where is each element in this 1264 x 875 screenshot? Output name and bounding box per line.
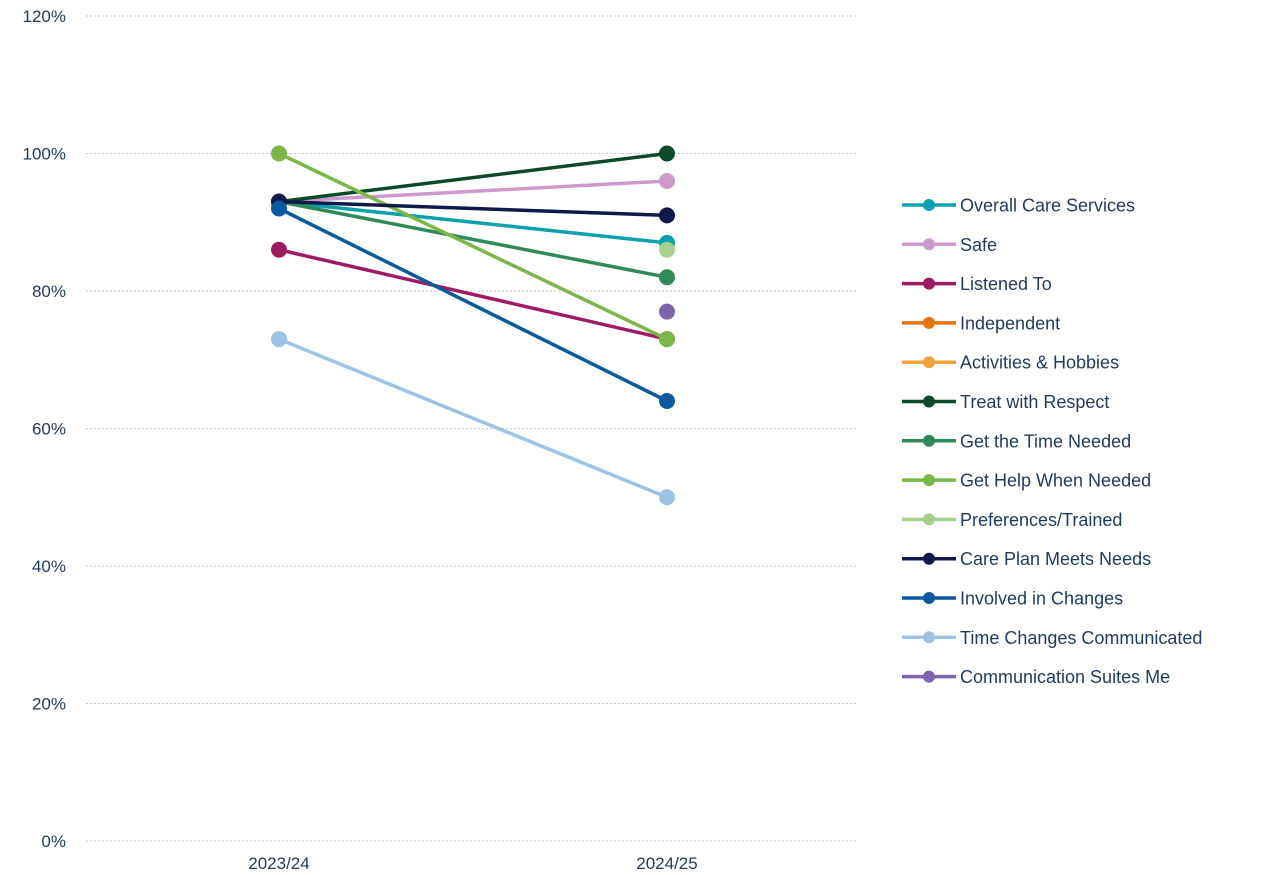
y-axis-tick-labels: 0% 20% 40% 60% 80% 100% 120% bbox=[23, 7, 66, 851]
legend-label: Involved in Changes bbox=[960, 589, 1123, 609]
series-line-safe bbox=[278, 179, 668, 204]
legend-marker bbox=[923, 356, 935, 369]
legend-item-time-changes-communicated: Time Changes Communicated bbox=[902, 628, 1202, 648]
legend-marker bbox=[923, 238, 935, 251]
legend-item-activities-hobbies: Activities & Hobbies bbox=[902, 353, 1119, 373]
y-tick-label: 20% bbox=[32, 695, 66, 714]
legend-marker bbox=[923, 434, 935, 447]
legend-label: Get the Time Needed bbox=[960, 431, 1131, 451]
data-point-get-the-time-needed-1 bbox=[659, 269, 675, 286]
legend-marker bbox=[923, 670, 935, 683]
legend-label: Preferences/Trained bbox=[960, 510, 1122, 530]
data-point-treat-with-respect-1 bbox=[659, 145, 675, 162]
legend: Overall Care Services Safe Listened To Inde… bbox=[902, 196, 1202, 687]
series-lines bbox=[278, 151, 668, 499]
y-gridlines bbox=[86, 15, 858, 842]
series-line-get-the-time-needed bbox=[278, 199, 668, 279]
series-line-care-plan-meets-needs bbox=[278, 199, 668, 218]
series-line-listened-to bbox=[278, 248, 668, 341]
y-tick-label: 60% bbox=[32, 420, 66, 439]
x-tick-label: 2023/24 bbox=[248, 854, 309, 873]
y-tick-label: 40% bbox=[32, 557, 66, 576]
data-point-communication-suites-me-1 bbox=[659, 303, 675, 320]
legend-label: Treat with Respect bbox=[960, 392, 1109, 412]
legend-item-get-help-when-needed: Get Help When Needed bbox=[902, 471, 1151, 491]
legend-label: Communication Suites Me bbox=[960, 667, 1170, 687]
legend-marker bbox=[923, 277, 935, 290]
legend-marker bbox=[923, 199, 935, 211]
x-tick-label: 2024/25 bbox=[636, 854, 697, 873]
legend-item-involved-in-changes: Involved in Changes bbox=[902, 589, 1123, 609]
legend-label: Listened To bbox=[960, 274, 1052, 294]
series-line-overall-care-services bbox=[278, 199, 668, 245]
data-point-get-help-when-needed-0 bbox=[271, 145, 287, 162]
data-point-care-plan-meets-needs-1 bbox=[659, 207, 675, 224]
data-point-preferences-trained-1 bbox=[659, 241, 675, 258]
legend-marker bbox=[923, 513, 935, 526]
y-tick-label: 0% bbox=[41, 832, 66, 851]
data-point-involved-in-changes-0 bbox=[271, 200, 287, 217]
legend-item-overall-care-services: Overall Care Services bbox=[902, 196, 1135, 216]
legend-marker bbox=[923, 631, 935, 644]
legend-label: Independent bbox=[960, 313, 1060, 333]
series-points bbox=[271, 145, 675, 506]
legend-item-treat-with-respect: Treat with Respect bbox=[902, 392, 1109, 412]
legend-item-communication-suites-me: Communication Suites Me bbox=[902, 667, 1170, 687]
legend-label: Safe bbox=[960, 235, 997, 255]
y-tick-label: 120% bbox=[23, 7, 66, 26]
legend-label: Activities & Hobbies bbox=[960, 353, 1119, 373]
data-point-involved-in-changes-1 bbox=[659, 393, 675, 409]
legend-label: Time Changes Communicated bbox=[960, 628, 1202, 648]
legend-item-get-the-time-needed: Get the Time Needed bbox=[902, 431, 1131, 451]
legend-marker bbox=[923, 474, 935, 487]
series-line-get-help-when-needed bbox=[278, 151, 668, 341]
data-point-time-changes-communicated-0 bbox=[271, 331, 287, 348]
legend-label: Get Help When Needed bbox=[960, 471, 1151, 491]
legend-marker bbox=[923, 552, 935, 565]
y-tick-label: 80% bbox=[32, 282, 66, 301]
legend-item-listened-to: Listened To bbox=[902, 274, 1052, 294]
series-line-involved-in-changes bbox=[278, 206, 668, 403]
legend-label: Overall Care Services bbox=[960, 196, 1135, 216]
data-point-get-help-when-needed-1 bbox=[659, 331, 675, 348]
legend-marker bbox=[923, 395, 935, 408]
legend-label: Care Plan Meets Needs bbox=[960, 549, 1151, 569]
series-line-time-changes-communicated bbox=[278, 337, 668, 499]
legend-marker bbox=[923, 316, 935, 329]
legend-item-safe: Safe bbox=[902, 235, 997, 255]
data-point-time-changes-communicated-1 bbox=[659, 489, 675, 506]
y-tick-label: 100% bbox=[23, 145, 66, 164]
legend-item-independent: Independent bbox=[902, 313, 1060, 333]
legend-marker bbox=[923, 592, 935, 604]
x-axis-tick-labels: 2023/24 2024/25 bbox=[248, 854, 697, 873]
legend-item-care-plan-meets-needs: Care Plan Meets Needs bbox=[902, 549, 1151, 569]
series-line-treat-with-respect bbox=[278, 151, 668, 204]
data-point-listened-to-0 bbox=[271, 241, 287, 258]
data-point-safe-1 bbox=[659, 173, 675, 189]
legend-item-preferences-trained: Preferences/Trained bbox=[902, 510, 1122, 530]
